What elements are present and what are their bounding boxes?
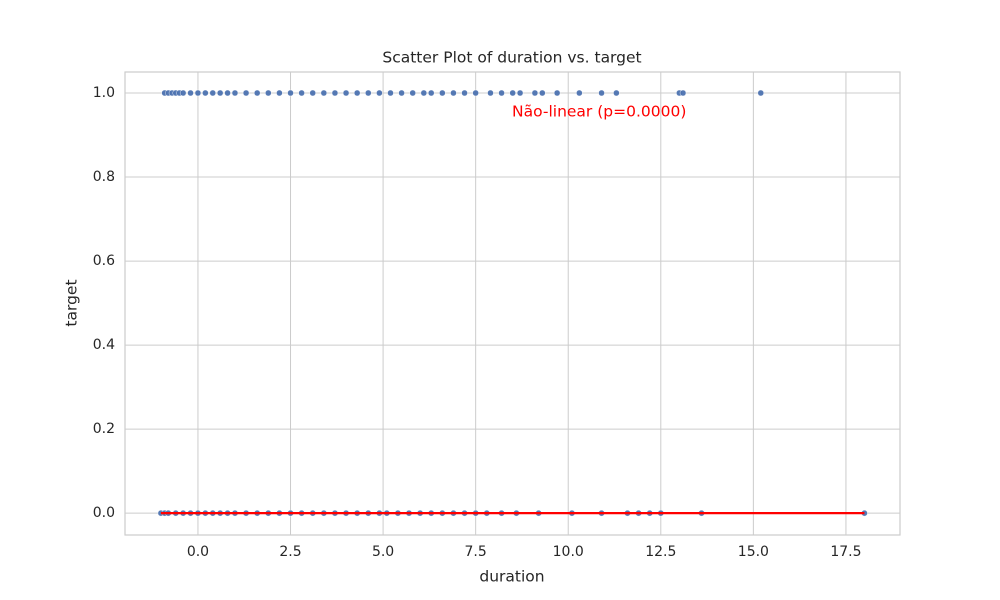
scatter-point [487, 89, 494, 97]
scatter-point [298, 89, 305, 97]
scatter-point [387, 89, 394, 97]
scatter-point [253, 89, 261, 97]
scatter-point [420, 89, 428, 97]
scatter-point [757, 89, 764, 97]
scatter-point [472, 89, 479, 97]
plot-area [124, 71, 901, 536]
scatter-point [309, 89, 316, 97]
scatter-point [231, 89, 239, 97]
scatter-point [209, 89, 216, 97]
x-tick-label: 7.5 [465, 544, 487, 560]
x-tick-label: 10.0 [553, 544, 584, 560]
x-tick-label: 15.0 [738, 544, 769, 560]
scatter-point [679, 89, 687, 97]
scatter-point [450, 89, 457, 97]
scatter-point [276, 89, 283, 97]
y-tick-label: 1.0 [93, 85, 115, 101]
scatter-point [509, 89, 516, 97]
y-axis-label: target [63, 279, 81, 326]
y-tick-label: 0.8 [93, 169, 115, 185]
scatter-point [365, 89, 372, 97]
scatter-point [320, 89, 328, 97]
scatter-point [531, 89, 539, 97]
x-tick-label: 5.0 [372, 544, 394, 560]
scatter-point [409, 89, 416, 97]
scatter-point [187, 89, 194, 97]
scatter-point [428, 89, 435, 97]
annotation: Não-linear (p=0.0000) [512, 103, 686, 121]
scatter-point [224, 89, 231, 97]
scatter-point [498, 89, 505, 97]
scatter-point [179, 89, 187, 97]
scatter-point [202, 89, 209, 97]
y-tick-label: 0.2 [93, 421, 115, 437]
y-tick-label: 0.0 [93, 505, 115, 521]
scatter-point [242, 89, 250, 97]
scatter-point [461, 89, 468, 97]
scatter-point [576, 89, 583, 97]
x-tick-label: 12.5 [645, 544, 676, 560]
scatter-point [194, 89, 202, 97]
y-tick-label: 0.6 [93, 253, 115, 269]
x-tick-label: 17.5 [830, 544, 861, 560]
x-tick-label: 2.5 [279, 544, 301, 560]
scatter-point [613, 89, 620, 97]
scatter-point [265, 89, 272, 97]
scatter-point [353, 89, 361, 97]
scatter-point [331, 89, 339, 97]
scatter-point [539, 89, 546, 97]
scatter-point [553, 89, 561, 97]
scatter-point [216, 89, 224, 97]
scatter-point [398, 89, 405, 97]
scatter-point [598, 89, 605, 97]
scatter-point [287, 89, 294, 97]
x-axis-label: duration [479, 568, 544, 586]
scatter-point [376, 89, 383, 97]
scatter-point [439, 89, 446, 97]
chart-title: Scatter Plot of duration vs. target [382, 49, 641, 67]
x-tick-label: 0.0 [187, 544, 209, 560]
y-tick-label: 0.4 [93, 337, 115, 353]
scatter-point [516, 89, 524, 97]
scatter-point [342, 89, 350, 97]
